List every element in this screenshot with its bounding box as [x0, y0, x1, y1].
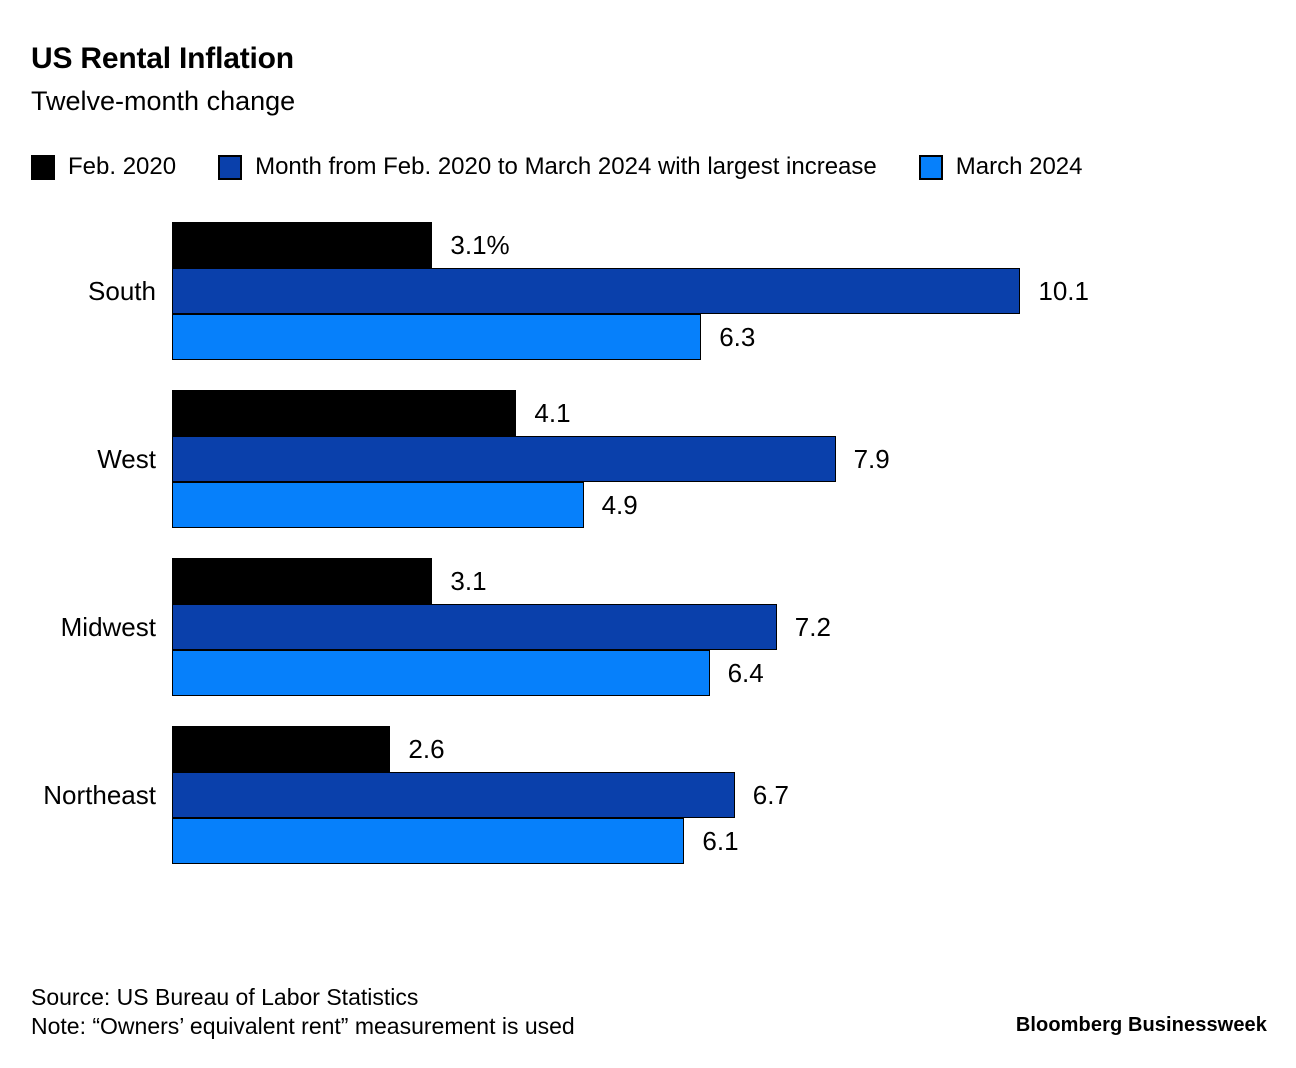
region-label-midwest: Midwest [60, 611, 156, 642]
legend-item-feb-2020: Feb. 2020 [31, 153, 176, 181]
bar-row: 7.2 [172, 604, 831, 650]
chart-header: US Rental Inflation Twelve-month change [31, 42, 295, 117]
chart: South 3.1% 10.1 6.3 West 4.1 7.9 4.9 Midwest 3.1 7… [31, 222, 1089, 894]
region-label-northeast: Northeast [43, 779, 156, 810]
bar-march-2024-west [172, 482, 584, 528]
bar-month-from-feb-2020-to-march-2024-with-largest-increase-south [172, 268, 1021, 314]
bars-west: 4.1 7.9 4.9 [172, 390, 890, 528]
value-label: 3.1 [450, 565, 487, 596]
bar-group-northeast: Northeast 2.6 6.7 6.1 [31, 726, 1089, 864]
value-label: 2.6 [408, 733, 445, 764]
legend-item-march-2024: March 2024 [918, 153, 1083, 181]
bar-feb-2020-south [172, 222, 433, 268]
bar-month-from-feb-2020-to-march-2024-with-largest-increase-midwest [172, 604, 777, 650]
bar-group-midwest: Midwest 3.1 7.2 6.4 [31, 558, 1089, 696]
region-label-west: West [97, 443, 156, 474]
bar-group-south: South 3.1% 10.1 6.3 [31, 222, 1089, 360]
bar-row: 6.1 [172, 818, 789, 864]
page-title: US Rental Inflation [31, 42, 294, 75]
bar-row: 3.1 [172, 558, 831, 604]
bar-feb-2020-west [172, 390, 517, 436]
value-label: 6.1 [702, 825, 739, 856]
value-label: 6.7 [752, 779, 789, 810]
value-label: 6.3 [719, 321, 756, 352]
bar-month-from-feb-2020-to-march-2024-with-largest-increase-west [172, 436, 836, 482]
value-label: 7.2 [794, 611, 831, 642]
chart-legend: Feb. 2020 Month from Feb. 2020 to March … [31, 153, 1083, 181]
region-label-south: South [88, 275, 156, 306]
legend-label-march-2024: March 2024 [955, 153, 1083, 180]
bar-march-2024-south [172, 314, 702, 360]
legend-label-largest-increase: Month from Feb. 2020 to March 2024 with … [255, 153, 877, 180]
value-label: 4.9 [601, 489, 638, 520]
bar-row: 4.9 [172, 482, 890, 528]
page-subtitle: Twelve-month change [31, 85, 296, 116]
value-label: 7.9 [853, 443, 890, 474]
bar-row: 10.1 [172, 268, 1089, 314]
bar-march-2024-northeast [172, 818, 685, 864]
legend-swatch-largest-increase-icon [218, 154, 243, 180]
value-label: 4.1 [534, 397, 571, 428]
bar-march-2024-midwest [172, 650, 710, 696]
source-text: Source: US Bureau of Labor Statistics [31, 984, 419, 1010]
bars-midwest: 3.1 7.2 6.4 [172, 558, 831, 696]
bar-row: 6.3 [172, 314, 1089, 360]
bloomberg-businessweek-logo: Bloomberg Businessweek [1015, 1014, 1267, 1036]
bars-south: 3.1% 10.1 6.3 [172, 222, 1089, 360]
value-label: 3.1% [450, 229, 510, 260]
bar-row: 6.7 [172, 772, 789, 818]
bar-row: 7.9 [172, 436, 890, 482]
legend-swatch-march-2024-icon [918, 154, 943, 180]
legend-swatch-feb-2020-icon [31, 154, 55, 180]
legend-label-feb-2020: Feb. 2020 [68, 153, 177, 180]
chart-footer: Source: US Bureau of Labor Statistics No… [31, 983, 575, 1042]
note-text: Note: “Owners’ equivalent rent” measurem… [31, 1013, 575, 1040]
value-label: 6.4 [727, 657, 764, 688]
bar-month-from-feb-2020-to-march-2024-with-largest-increase-northeast [172, 772, 735, 818]
legend-item-largest-increase: Month from Feb. 2020 to March 2024 with … [218, 153, 877, 181]
bar-group-west: West 4.1 7.9 4.9 [31, 390, 1089, 528]
bar-row: 6.4 [172, 650, 831, 696]
value-label: 10.1 [1038, 275, 1089, 306]
bar-row: 4.1 [172, 390, 890, 436]
bar-row: 3.1% [172, 222, 1089, 268]
bar-feb-2020-midwest [172, 558, 433, 604]
bar-feb-2020-northeast [172, 726, 391, 772]
bar-row: 2.6 [172, 726, 789, 772]
bars-northeast: 2.6 6.7 6.1 [172, 726, 789, 864]
